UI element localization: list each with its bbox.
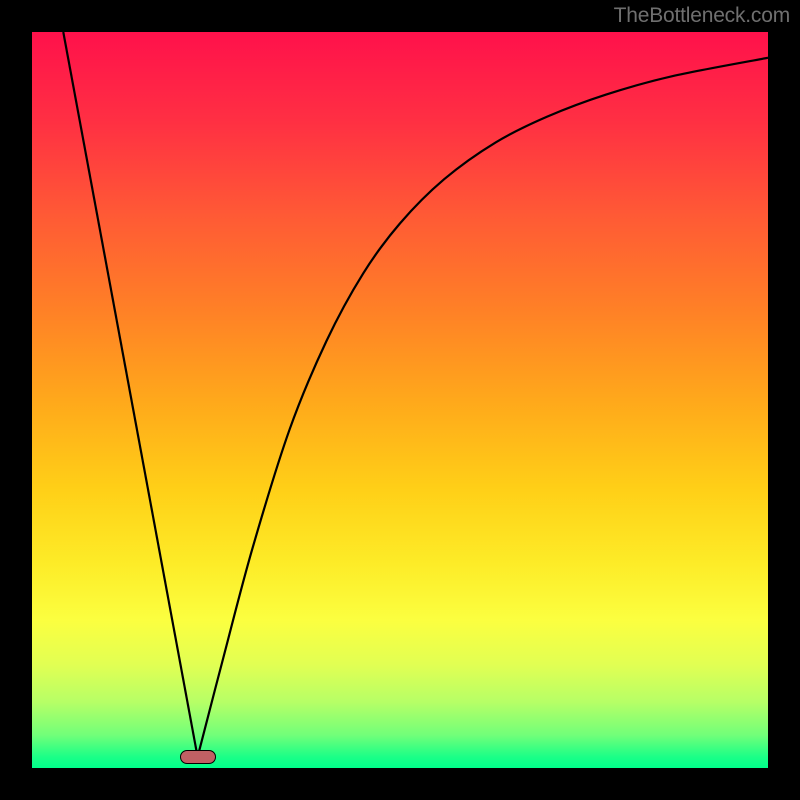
chart-container: TheBottleneck.com — [0, 0, 800, 800]
plot-area — [32, 32, 768, 768]
plot-svg — [32, 32, 768, 768]
vertex-marker — [180, 750, 216, 764]
plot-background — [32, 32, 768, 768]
watermark-text: TheBottleneck.com — [614, 4, 790, 28]
